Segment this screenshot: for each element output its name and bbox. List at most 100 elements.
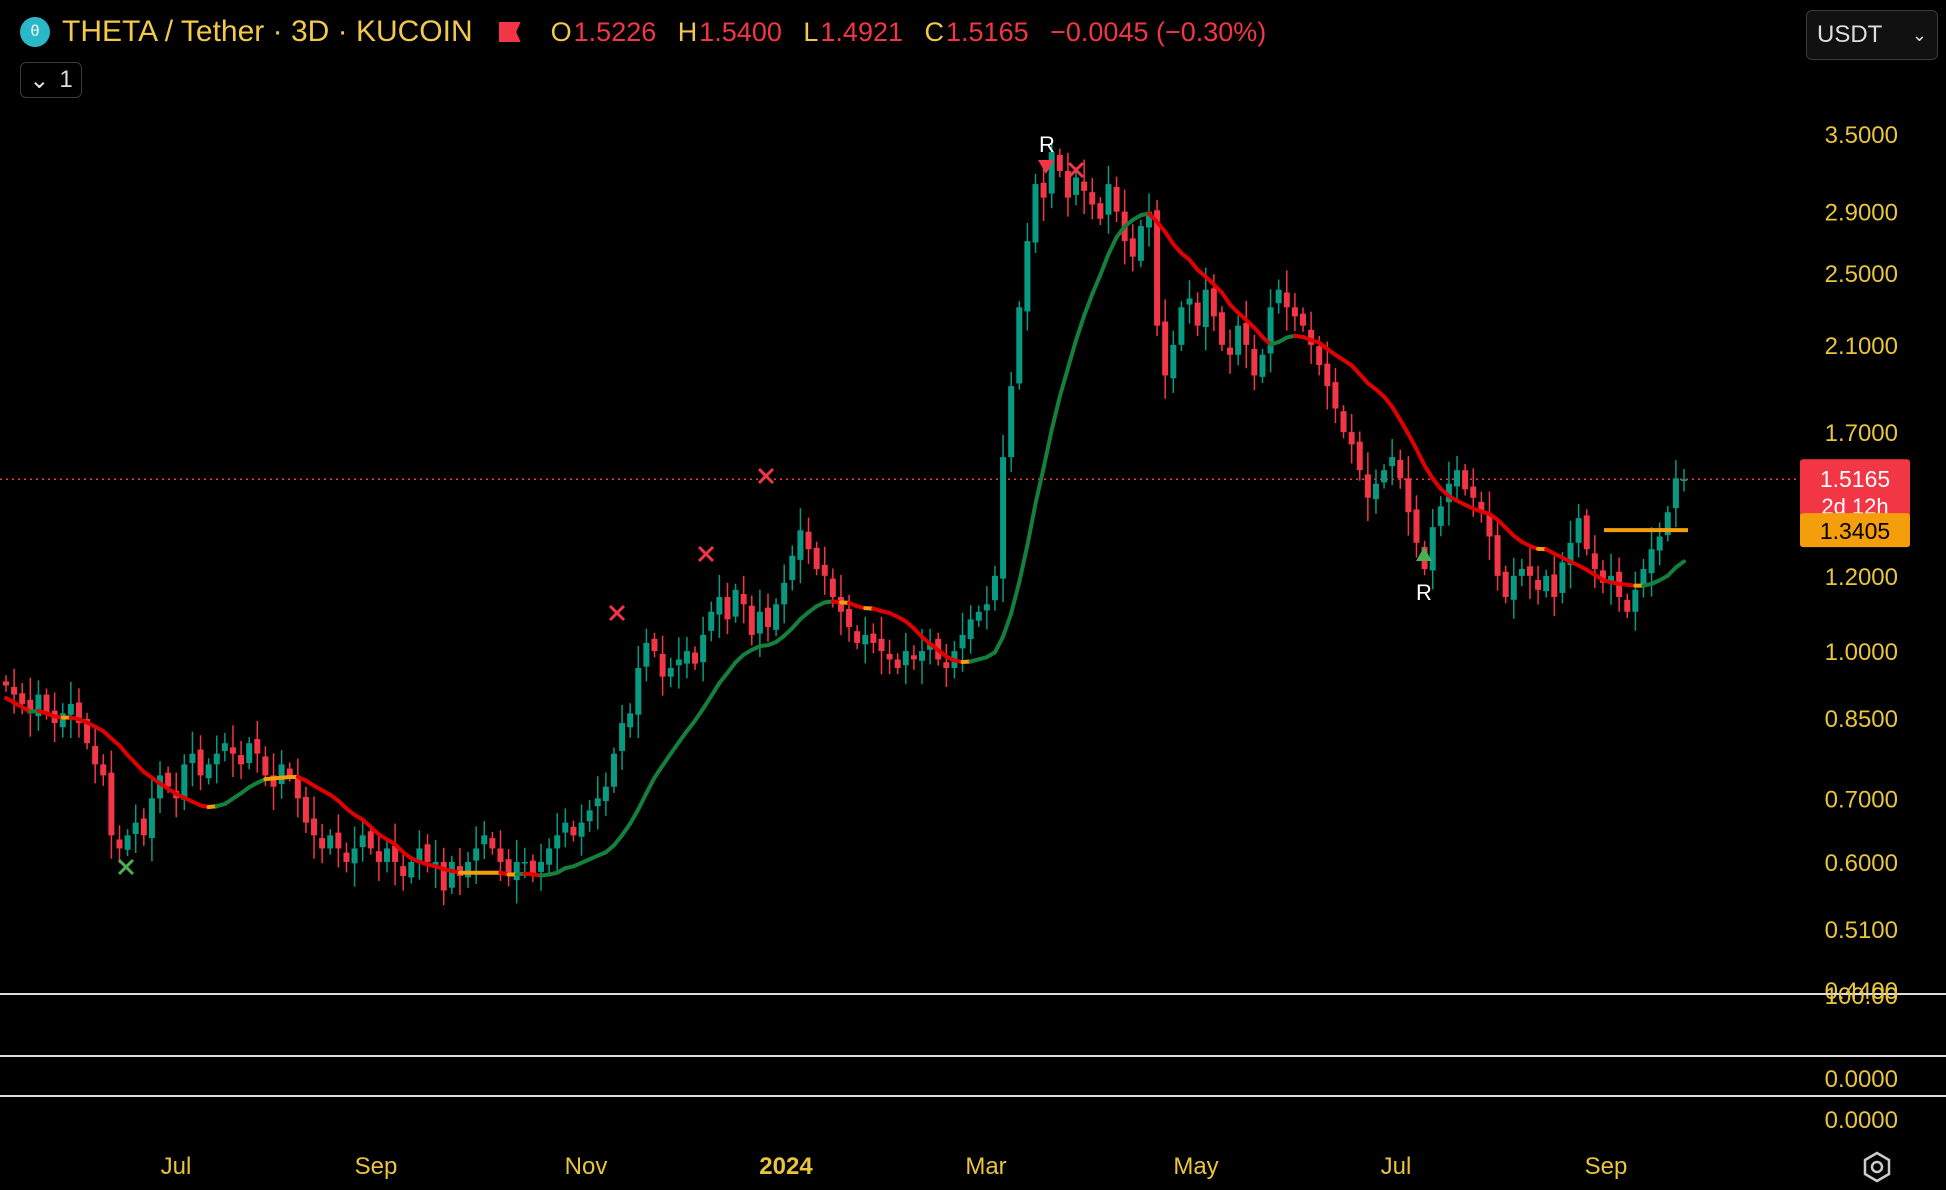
sub-pane-tick: 0.0000 bbox=[1825, 1066, 1898, 1093]
candle bbox=[132, 804, 139, 853]
candle bbox=[610, 747, 617, 793]
candle-body bbox=[878, 638, 885, 652]
candle-body bbox=[594, 798, 601, 807]
candle bbox=[440, 847, 447, 906]
candle bbox=[1672, 460, 1679, 528]
price-axis[interactable]: 3.5000 2.9000 2.5000 2.1000 1.7000 1.2000 1.00… bbox=[1825, 122, 1898, 1005]
candle-body bbox=[521, 861, 528, 864]
candle-body bbox=[1364, 474, 1371, 498]
candle bbox=[1518, 558, 1525, 587]
candle bbox=[75, 688, 82, 738]
indicator-segment bbox=[1065, 338, 1079, 371]
candle bbox=[1664, 506, 1671, 542]
candle-body bbox=[1048, 152, 1055, 194]
indicator-segment bbox=[1025, 501, 1038, 548]
candle-body bbox=[1267, 307, 1274, 354]
currency-select[interactable]: USDT ⌄ bbox=[1806, 10, 1938, 60]
cross-signal-icon bbox=[697, 545, 715, 563]
x-tick-label: Jul bbox=[161, 1153, 192, 1180]
candle bbox=[586, 800, 593, 832]
candle bbox=[1583, 509, 1590, 556]
y-tick-label: 1.2000 bbox=[1825, 564, 1898, 591]
open-value: 1.5226 bbox=[573, 16, 657, 47]
candle bbox=[221, 733, 228, 762]
candle bbox=[1624, 593, 1631, 619]
candle bbox=[1040, 160, 1047, 221]
indicator-collapse-button[interactable]: ⌄ 1 bbox=[20, 62, 82, 98]
candle-body bbox=[610, 753, 617, 787]
candle bbox=[11, 668, 18, 714]
candle bbox=[1089, 177, 1096, 220]
candle bbox=[1502, 565, 1509, 604]
candle bbox=[546, 838, 553, 876]
candle bbox=[197, 735, 204, 791]
flag-icon[interactable] bbox=[498, 22, 521, 42]
candle-body bbox=[1016, 307, 1023, 384]
candle bbox=[351, 826, 358, 887]
candle bbox=[667, 657, 674, 688]
candle bbox=[124, 829, 131, 857]
candle bbox=[627, 703, 634, 738]
candle bbox=[1510, 557, 1517, 619]
candle-body bbox=[529, 860, 536, 876]
candle bbox=[967, 605, 974, 654]
candle-body bbox=[870, 633, 877, 643]
candle bbox=[1259, 348, 1266, 384]
y-tick-label: 0.4400 bbox=[1825, 978, 1898, 1005]
x-tick-label: Jul bbox=[1381, 1153, 1412, 1180]
candle-body bbox=[238, 755, 245, 765]
candle bbox=[1389, 438, 1396, 486]
candle-body bbox=[1024, 241, 1031, 312]
candle-body bbox=[3, 681, 9, 686]
candle-body bbox=[708, 611, 715, 631]
settings-gear-icon[interactable] bbox=[1860, 1150, 1894, 1184]
candle-body bbox=[1591, 553, 1598, 570]
candle bbox=[1275, 279, 1282, 314]
candle-body bbox=[1332, 382, 1339, 409]
symbol-title[interactable]: THETA / Tether · 3D · KUCOIN bbox=[62, 15, 473, 48]
candle-body bbox=[967, 619, 974, 640]
candle-body bbox=[416, 848, 423, 861]
candle bbox=[813, 541, 820, 576]
candle-body bbox=[1608, 575, 1615, 582]
candle-body bbox=[59, 713, 66, 728]
indicator-segment bbox=[660, 751, 673, 768]
candle bbox=[375, 833, 382, 881]
candle-body bbox=[1372, 483, 1379, 500]
candle bbox=[1332, 367, 1339, 424]
candle bbox=[1105, 165, 1112, 234]
candle-body bbox=[270, 775, 277, 787]
candle bbox=[319, 823, 326, 864]
candle-body bbox=[1202, 289, 1209, 328]
candle-body bbox=[43, 694, 50, 714]
indicator-segment bbox=[1090, 272, 1103, 297]
candle bbox=[1437, 496, 1444, 537]
currency-value: USDT bbox=[1817, 21, 1883, 48]
trend-indicator-line bbox=[4, 211, 1686, 878]
candle-body bbox=[92, 745, 99, 765]
candle-body bbox=[1251, 349, 1258, 376]
x-tick-label: Sep bbox=[355, 1153, 398, 1180]
candle bbox=[359, 821, 366, 862]
candle bbox=[1462, 464, 1469, 496]
candle-body bbox=[489, 838, 496, 849]
indicator-segment bbox=[992, 634, 1006, 655]
candle-body bbox=[789, 555, 796, 581]
candle-body bbox=[586, 810, 593, 822]
candle-body bbox=[1462, 470, 1469, 490]
candle bbox=[740, 575, 747, 624]
candle-body bbox=[1316, 346, 1323, 365]
cross-stroke bbox=[608, 604, 626, 622]
candle bbox=[1162, 299, 1169, 399]
indicator-segment bbox=[1382, 394, 1395, 409]
indicator-segment bbox=[1357, 372, 1370, 386]
candle-body bbox=[448, 861, 455, 888]
time-axis[interactable]: Jul Sep Nov 2024 Mar May Jul Sep bbox=[161, 1153, 1628, 1180]
candle-body bbox=[975, 611, 982, 621]
candle bbox=[1251, 334, 1258, 391]
indicator-count: 1 bbox=[59, 66, 73, 93]
candle-body bbox=[821, 564, 828, 576]
candle-body bbox=[1494, 535, 1501, 576]
